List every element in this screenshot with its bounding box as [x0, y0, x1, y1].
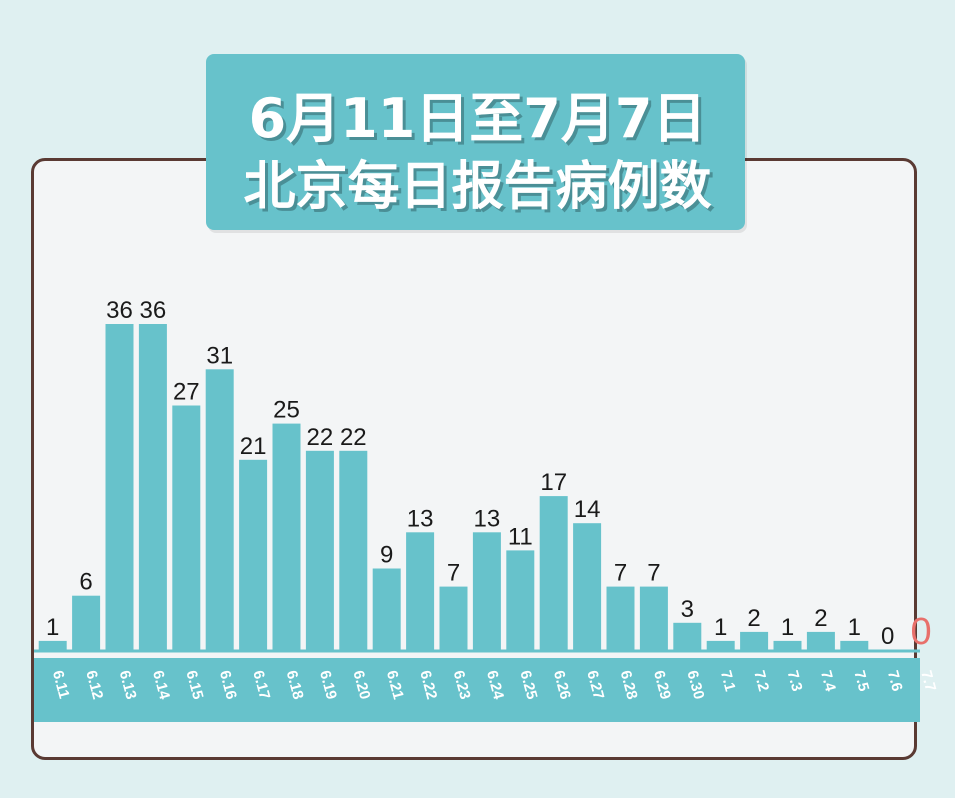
value-label-6.17: 21	[240, 433, 267, 460]
value-label-6.11: 1	[46, 614, 59, 641]
x-axis-band	[34, 658, 920, 722]
tick-label-7.4: 7.4	[817, 669, 839, 694]
tick-label-6.18: 6.18	[283, 669, 307, 702]
value-label-6.27: 14	[574, 496, 601, 523]
value-label-6.25: 11	[508, 523, 533, 550]
tick-label-6.26: 6.26	[550, 669, 574, 702]
bars-group	[38, 324, 869, 650]
value-label-6.14: 36	[140, 297, 167, 324]
tick-label-7.2: 7.2	[750, 669, 772, 694]
value-label-7.3: 1	[781, 614, 794, 641]
value-label-7.5: 1	[848, 614, 861, 641]
bar-7.5	[840, 640, 869, 650]
tick-label-6.20: 6.20	[349, 669, 373, 702]
value-label-6.21: 9	[380, 542, 393, 569]
tick-label-6.15: 6.15	[182, 669, 206, 702]
title-banner	[206, 54, 745, 230]
bar-7.2	[740, 631, 769, 650]
value-label-7.7: 0	[911, 611, 932, 653]
bar-6.19	[305, 450, 334, 650]
tick-label-6.27: 6.27	[583, 669, 607, 702]
value-label-6.26: 17	[540, 469, 567, 496]
tick-label-7.7: 7.7	[917, 669, 939, 694]
value-label-6.19: 22	[307, 424, 334, 451]
bar-6.30	[673, 622, 702, 650]
tick-label-6.12: 6.12	[82, 669, 106, 702]
bar-6.21	[372, 568, 401, 650]
bar-6.13	[105, 324, 134, 650]
tick-label-6.25: 6.25	[516, 669, 540, 702]
tick-labels-group: 6.11 6.12 6.13 6.14 6.15 6.16 6.17 6.18 6.19 6.20…	[49, 669, 939, 702]
tick-label-7.6: 7.6	[884, 669, 906, 694]
tick-label-6.11: 6.11	[49, 669, 73, 701]
value-label-6.20: 22	[340, 424, 367, 451]
value-label-6.18: 25	[273, 397, 300, 424]
bar-6.24	[472, 532, 501, 650]
bar-6.15	[172, 405, 201, 650]
value-label-7.4: 2	[814, 605, 827, 632]
bar-7.3	[773, 640, 802, 650]
tick-label-6.30: 6.30	[683, 669, 707, 702]
bar-6.25	[506, 550, 535, 650]
value-label-6.23: 7	[447, 560, 460, 587]
bar-6.17	[239, 459, 268, 650]
value-label-6.22: 13	[407, 505, 434, 532]
bar-6.16	[205, 369, 234, 650]
tick-label-6.19: 6.19	[316, 669, 340, 702]
bar-6.28	[606, 586, 635, 650]
value-label-7.2: 2	[747, 605, 760, 632]
tick-label-6.29: 6.29	[650, 669, 674, 702]
bar-7.1	[706, 640, 735, 650]
chart-title-line2: 北京每日报告病例数	[243, 157, 712, 217]
bar-6.27	[573, 523, 602, 650]
chart-title-line1: 6月11日至7月7日	[248, 87, 707, 150]
bar-6.14	[138, 324, 167, 650]
value-label-6.12: 6	[79, 569, 92, 596]
bar-6.20	[339, 450, 368, 650]
value-label-6.15: 27	[173, 379, 200, 406]
tick-label-6.13: 6.13	[116, 669, 140, 702]
tick-label-7.5: 7.5	[850, 669, 872, 694]
tick-label-7.1: 7.1	[717, 669, 739, 694]
bar-7.4	[806, 631, 835, 650]
tick-label-6.21: 6.21	[383, 669, 407, 702]
tick-label-6.22: 6.22	[416, 669, 440, 702]
bar-6.26	[539, 496, 568, 650]
value-label-6.29: 7	[647, 560, 660, 587]
bar-6.12	[72, 595, 101, 650]
value-label-7.6: 0	[881, 623, 894, 650]
tick-label-6.28: 6.28	[617, 669, 641, 702]
tick-label-7.3: 7.3	[784, 669, 806, 694]
bar-6.22	[406, 532, 435, 650]
value-label-6.28: 7	[614, 560, 627, 587]
value-label-6.24: 13	[474, 505, 501, 532]
value-label-6.16: 31	[206, 342, 233, 369]
bar-6.23	[439, 586, 468, 650]
tick-label-6.17: 6.17	[249, 669, 273, 702]
bar-6.29	[639, 586, 668, 650]
value-label-6.13: 36	[106, 297, 133, 324]
bar-6.11	[38, 640, 67, 650]
value-label-6.30: 3	[681, 596, 694, 623]
tick-label-6.23: 6.23	[450, 669, 474, 702]
tick-label-6.16: 6.16	[216, 669, 240, 702]
value-label-7.1: 1	[714, 614, 727, 641]
bar-6.18	[272, 423, 301, 650]
